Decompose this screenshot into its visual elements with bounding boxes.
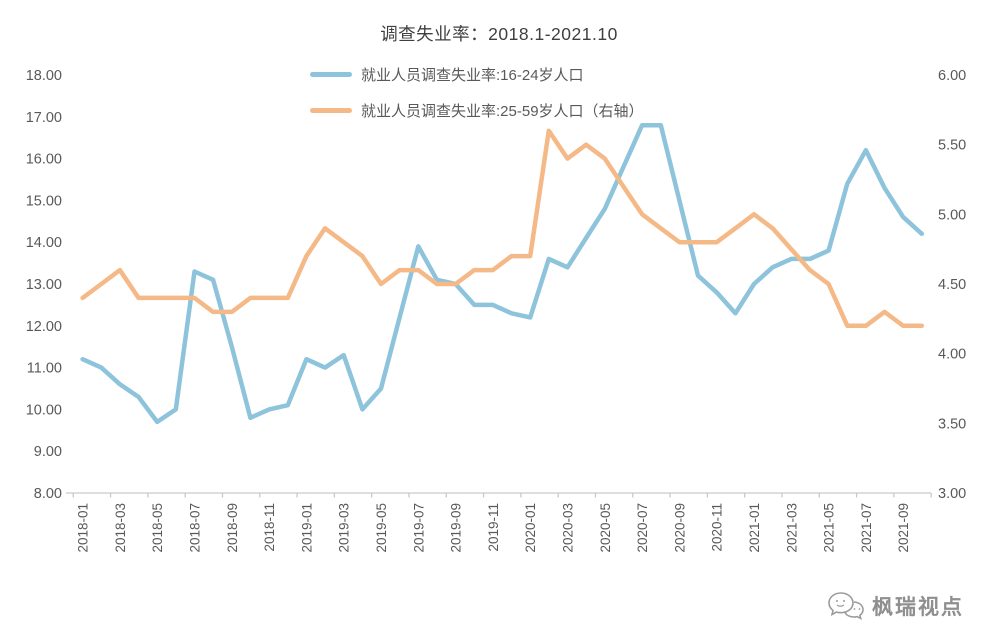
legend-line-swatch-youth (310, 72, 352, 77)
y-axis-left-label: 8.00 (34, 486, 62, 502)
x-axis-label: 2020-01 (523, 503, 538, 553)
x-axis-label: 2018-03 (113, 503, 128, 553)
y-axis-left-label: 10.00 (26, 402, 62, 418)
legend-line-swatch-adult (310, 108, 352, 113)
x-axis-label: 2018-11 (262, 503, 277, 552)
x-axis-label: 2021-09 (896, 503, 911, 553)
y-axis-right-label: 3.00 (938, 486, 966, 502)
legend-label-youth: 就业人员调查失业率:16-24岁人口 (361, 67, 584, 84)
x-axis-label: 2019-09 (449, 503, 464, 553)
series-line-youth-16-24 (80, 122, 925, 425)
x-axis-label: 2018-01 (76, 503, 91, 553)
watermark-text: 枫瑞视点 (872, 596, 964, 619)
x-axis-label: 2019-11 (486, 503, 501, 552)
y-axis-right-label: 5.50 (938, 138, 966, 154)
y-axis-right-label: 3.50 (938, 416, 966, 432)
y-axis-left-label: 18.00 (26, 68, 62, 84)
legend: 就业人员调查失业率:16-24岁人口 就业人员调查失业率:25-59岁人口（右轴… (310, 64, 644, 121)
legend-label-adult: 就业人员调查失业率:25-59岁人口（右轴） (361, 103, 644, 120)
x-axis-label: 2021-07 (859, 503, 874, 553)
y-axis-right-label: 6.00 (938, 68, 966, 84)
y-axis-right-label: 4.00 (938, 347, 966, 363)
series-line-adult-25-59 (80, 128, 925, 329)
y-axis-left-label: 13.00 (26, 277, 62, 293)
chat-bubbles-logo-icon (828, 592, 864, 621)
x-axis-label: 2021-01 (747, 503, 762, 553)
x-axis-label: 2021-05 (822, 503, 837, 553)
y-axis-right-label: 5.00 (938, 207, 966, 223)
x-axis-label: 2018-07 (188, 503, 203, 553)
x-axis-label: 2019-01 (299, 503, 314, 553)
x-axis-label: 2020-07 (635, 503, 650, 553)
x-axis-label: 2020-03 (561, 503, 576, 553)
y-axis-left-label: 16.00 (26, 152, 62, 168)
y-axis-left-label: 17.00 (26, 110, 62, 126)
watermark: 枫瑞视点 (827, 590, 964, 622)
legend-item-adult: 就业人员调查失业率:25-59岁人口（右轴） (310, 100, 644, 121)
x-axis-label: 2021-03 (784, 503, 799, 553)
x-axis-label: 2019-07 (411, 503, 426, 553)
legend-item-youth: 就业人员调查失业率:16-24岁人口 (310, 64, 644, 85)
x-axis-label: 2018-09 (225, 503, 240, 553)
y-axis-left-label: 12.00 (26, 319, 62, 335)
x-axis-label: 2020-05 (598, 503, 613, 553)
y-axis-right-label: 4.50 (938, 277, 966, 293)
x-axis-label: 2020-11 (710, 503, 725, 552)
x-axis-label: 2018-05 (150, 503, 165, 553)
x-axis-label: 2019-05 (374, 503, 389, 553)
x-axis-label: 2020-09 (672, 503, 687, 553)
y-axis-left-label: 14.00 (26, 235, 62, 251)
x-axis-label: 2019-03 (337, 503, 352, 553)
y-axis-left-label: 11.00 (27, 361, 62, 377)
y-axis-left-label: 9.00 (34, 444, 62, 460)
chart-title: 调查失业率：2018.1-2021.10 (380, 24, 618, 44)
y-axis-left-label: 15.00 (26, 193, 62, 209)
